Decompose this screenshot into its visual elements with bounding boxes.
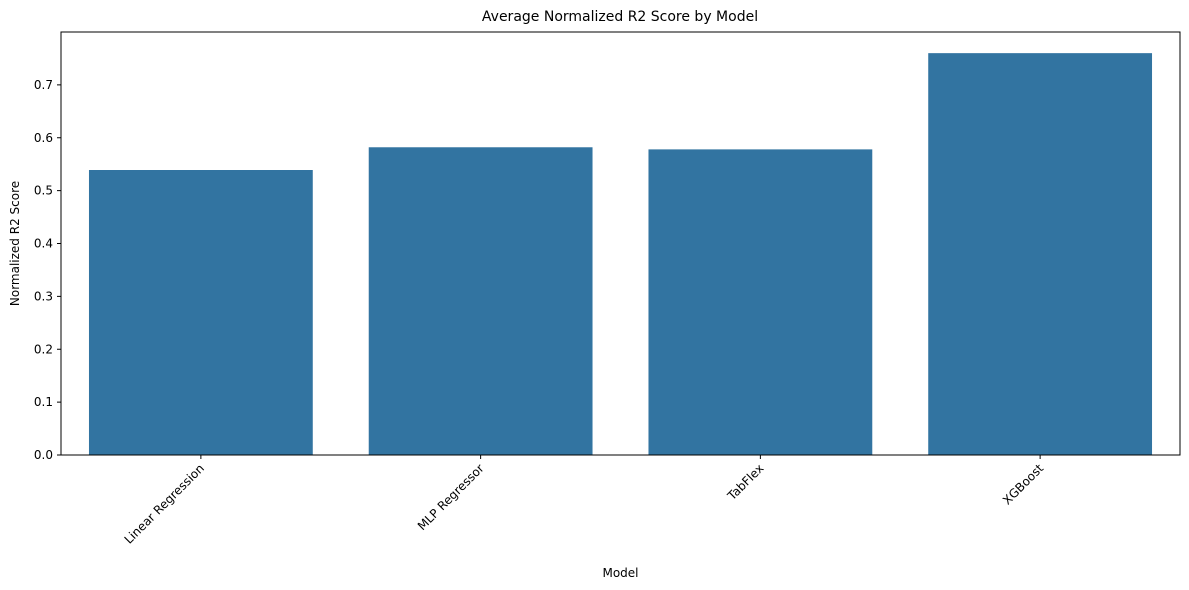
x-axis-ticks: Linear Regression MLP Regressor TabFlex XGB…	[122, 455, 1046, 547]
bar-tabflex	[648, 149, 873, 455]
chart-title: Average Normalized R2 Score by Model	[482, 9, 758, 25]
y-axis-ticks: 0.0 0.1 0.2 0.3 0.4 0.5 0.6 0.7	[34, 78, 61, 462]
bar-xgboost	[928, 53, 1153, 456]
plot-frame	[60, 31, 1181, 456]
x-tick-label: MLP Regressor	[415, 461, 487, 533]
bar-mlp-regressor	[368, 147, 593, 455]
y-axis-label: Normalized R2 Score	[8, 181, 22, 306]
y-tick-label: 0.7	[34, 78, 53, 92]
y-tick-label: 0.2	[34, 342, 53, 356]
y-tick-label: 0.6	[34, 131, 53, 145]
bars-group	[88, 53, 1153, 456]
y-tick-label: 0.4	[34, 237, 53, 251]
y-tick-label: 0.5	[34, 184, 53, 198]
y-tick-label: 0.1	[34, 395, 53, 409]
x-tick-label: XGBoost	[1000, 461, 1046, 507]
y-tick-label: 0.3	[34, 289, 53, 303]
x-tick-label: TabFlex	[724, 461, 766, 503]
x-axis-label: Model	[602, 566, 638, 580]
bar-linear-regression	[88, 170, 313, 455]
y-tick-label: 0.0	[34, 448, 53, 462]
x-tick-label: Linear Regression	[122, 461, 207, 546]
